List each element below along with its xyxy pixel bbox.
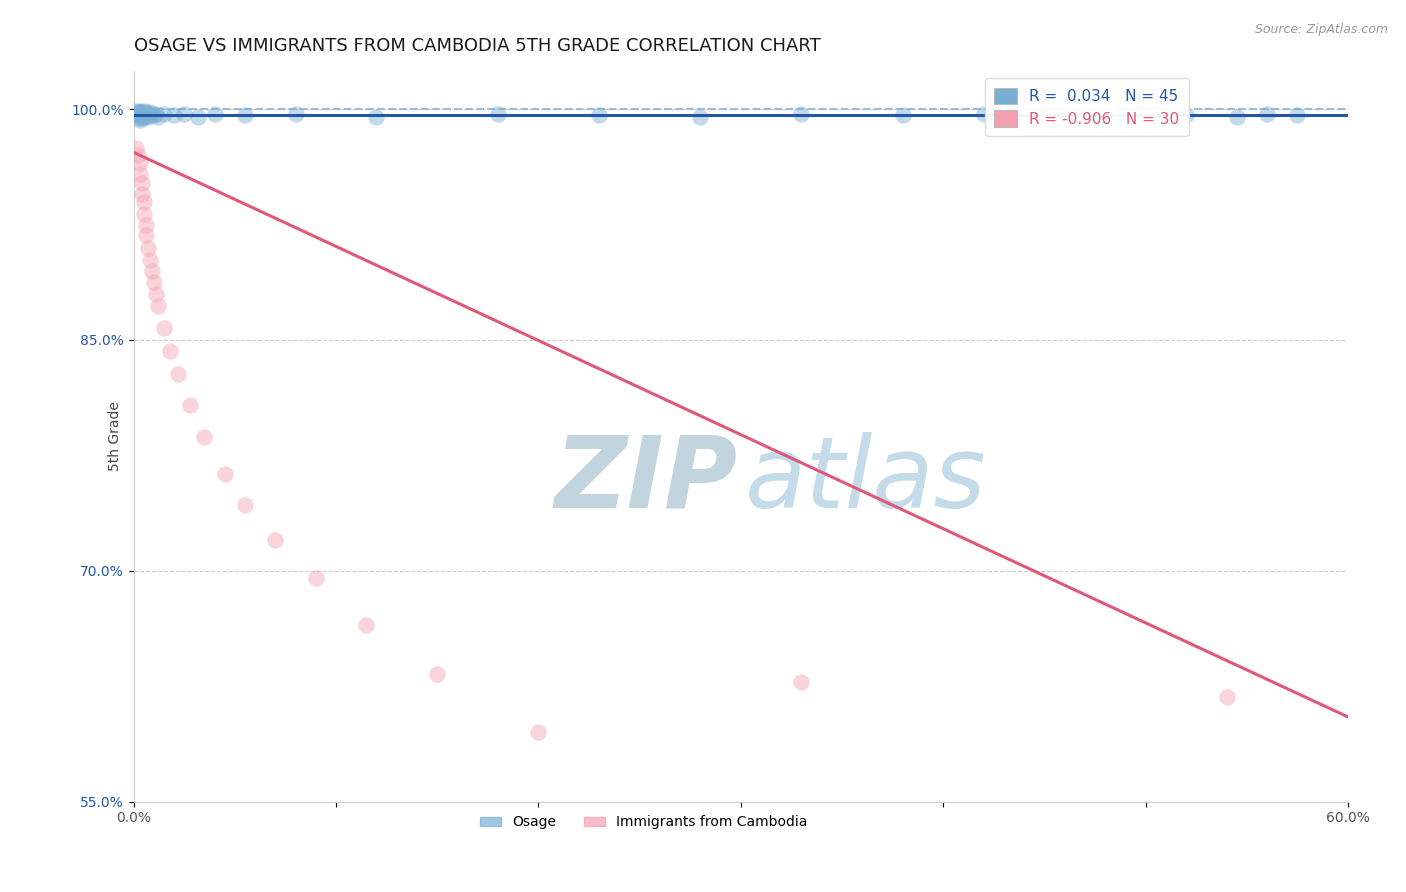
Point (142, 108, 165, 122)
Point (527, 725, 550, 739)
Point (132, 194, 155, 209)
Point (159, 343, 181, 358)
Point (146, 299, 169, 313)
Point (141, 107, 163, 121)
Point (127, 108, 149, 122)
Text: OSAGE VS IMMIGRANTS FROM CAMBODIA 5TH GRADE CORRELATION CHART: OSAGE VS IMMIGRANTS FROM CAMBODIA 5TH GR… (134, 37, 820, 55)
Point (135, 228, 157, 243)
Point (204, 107, 226, 121)
Point (179, 398, 201, 412)
Point (790, 107, 813, 121)
Point (131, 186, 153, 201)
Point (127, 112, 149, 126)
Point (167, 367, 190, 381)
Point (124, 141, 146, 155)
Point (1215, 690, 1237, 704)
Y-axis label: 5th Grade: 5th Grade (108, 401, 122, 471)
Point (128, 113, 150, 128)
Point (142, 275, 165, 289)
Point (1114, 107, 1136, 121)
Point (131, 108, 153, 122)
Point (145, 286, 167, 301)
Point (128, 156, 150, 170)
Point (145, 107, 167, 121)
Point (128, 110, 150, 124)
Point (131, 105, 153, 120)
Point (135, 105, 157, 120)
Point (173, 107, 195, 121)
Point (132, 103, 155, 118)
Point (486, 107, 509, 121)
Point (139, 105, 162, 120)
Point (153, 107, 176, 121)
Point (1053, 110, 1076, 124)
Point (128, 103, 150, 118)
Point (1256, 107, 1278, 121)
Point (136, 110, 159, 124)
Point (264, 533, 287, 547)
Point (305, 572, 328, 586)
Point (284, 107, 307, 121)
Point (233, 108, 256, 122)
Point (135, 108, 157, 122)
Point (193, 430, 215, 444)
Point (973, 107, 995, 121)
Point (128, 107, 150, 121)
Point (132, 207, 155, 221)
Point (139, 252, 162, 267)
Point (136, 241, 159, 255)
Point (124, 107, 146, 121)
Point (891, 108, 914, 122)
Point (136, 107, 159, 121)
Point (1175, 108, 1198, 122)
Point (356, 617, 378, 632)
Point (187, 110, 209, 124)
Point (426, 666, 449, 681)
Point (131, 112, 153, 126)
Point (1226, 110, 1249, 124)
Point (128, 167, 150, 181)
Point (131, 176, 153, 190)
Point (790, 674, 813, 689)
Legend: Osage, Immigrants from Cambodia: Osage, Immigrants from Cambodia (475, 810, 813, 835)
Point (146, 110, 169, 124)
Point (689, 110, 711, 124)
Text: ZIP: ZIP (554, 432, 737, 528)
Point (214, 467, 236, 481)
Point (139, 108, 162, 122)
Point (132, 110, 155, 124)
Point (141, 264, 163, 278)
Text: Source: ZipAtlas.com: Source: ZipAtlas.com (1254, 23, 1388, 37)
Point (163, 108, 186, 122)
Point (132, 107, 155, 121)
Point (153, 320, 176, 334)
Point (124, 103, 146, 118)
Text: atlas: atlas (744, 432, 986, 528)
Point (127, 105, 149, 120)
Point (127, 148, 149, 162)
Point (366, 110, 388, 124)
Point (135, 218, 157, 232)
Point (233, 498, 256, 512)
Point (1286, 108, 1309, 122)
Point (588, 108, 610, 122)
